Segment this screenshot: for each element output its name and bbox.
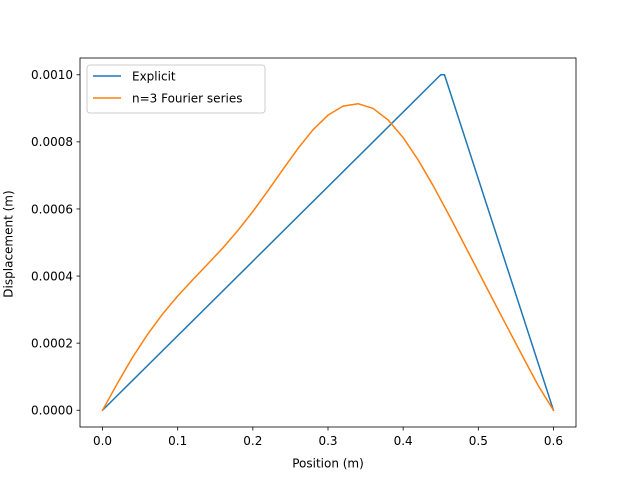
y-tick-label: 0.0010 — [31, 68, 73, 82]
x-tick-label: 0.5 — [469, 434, 488, 448]
series-line-1 — [101, 74, 555, 412]
legend-label-2: n=3 Fourier series — [132, 91, 242, 105]
x-tick-label: 0.6 — [544, 434, 563, 448]
y-tick-label: 0.0004 — [31, 269, 73, 283]
x-tick-label: 0.3 — [318, 434, 337, 448]
y-tick-label: 0.0002 — [31, 336, 73, 350]
y-tick-label: 0.0008 — [31, 135, 73, 149]
series-lines — [101, 74, 555, 412]
x-tick-label: 0.1 — [168, 434, 187, 448]
x-axis-label: Position (m) — [292, 457, 364, 471]
x-tick-label: 0.4 — [394, 434, 413, 448]
legend: Explicit n=3 Fourier series — [86, 64, 266, 114]
x-tick-label: 0.0 — [93, 434, 112, 448]
y-axis-label: Displacement (m) — [2, 190, 16, 297]
axis-ticks: 0.0 0.1 0.2 0.3 0.4 0.5 0.6 0.0000 0.0002 0.0004 0… — [31, 68, 563, 448]
series-line-2 — [101, 102, 555, 412]
legend-label-1: Explicit — [132, 69, 176, 83]
y-tick-label: 0.0006 — [31, 202, 73, 216]
legend-box — [86, 64, 266, 114]
y-tick-label: 0.0000 — [31, 404, 73, 418]
x-tick-label: 0.2 — [243, 434, 262, 448]
